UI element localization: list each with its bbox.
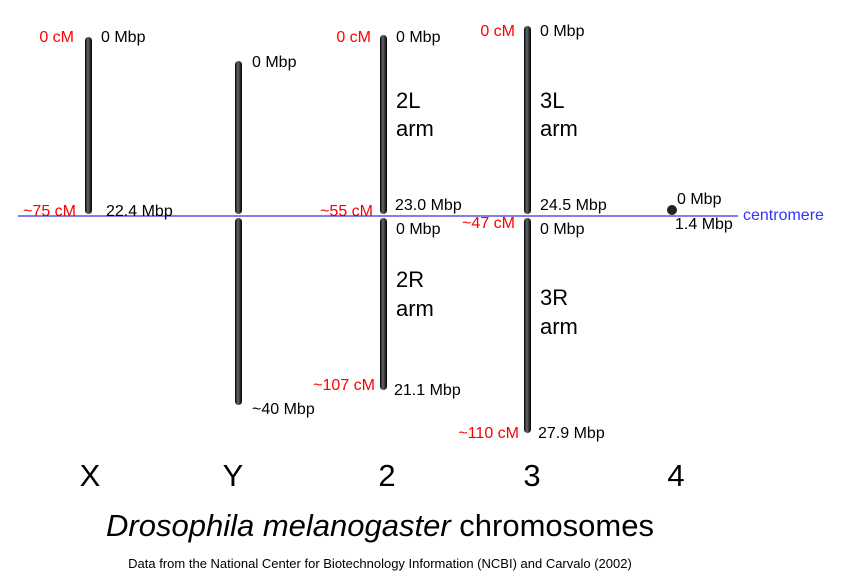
chromosome-name: 3 (523, 458, 540, 493)
arm-label: arm (396, 116, 434, 141)
chromosome-name: 2 (378, 458, 395, 493)
rods (85, 26, 677, 433)
cm-label: ~75 cM (23, 203, 76, 220)
rod-y-upper (235, 61, 242, 214)
cm-label: ~55 cM (320, 203, 373, 220)
centromere-label: centromere (743, 207, 824, 224)
chromosome-name: 4 (667, 458, 684, 493)
mbp-label: 23.0 Mbp (395, 197, 462, 214)
arm-label: 2L (396, 88, 420, 113)
rod-3r (524, 218, 531, 433)
title: Drosophila melanogaster chromosomes (106, 508, 654, 543)
mbp-label: 0 Mbp (540, 23, 585, 40)
cm-label: 0 cM (39, 29, 74, 46)
rod-2r (380, 218, 387, 390)
rod-y-lower (235, 218, 242, 405)
arm-label: arm (540, 314, 578, 339)
mbp-label: 0 Mbp (677, 191, 722, 208)
arm-label: 3L (540, 88, 564, 113)
mbp-label: 0 Mbp (396, 29, 441, 46)
cm-label: ~107 cM (313, 377, 375, 394)
arm-label: arm (396, 296, 434, 321)
cm-label: 0 cM (480, 23, 515, 40)
chromosome-name: Y (223, 458, 244, 493)
mbp-label: 24.5 Mbp (540, 197, 607, 214)
mbp-label: 21.1 Mbp (394, 382, 461, 399)
chromosome-name: X (80, 458, 101, 493)
rod-4 (667, 205, 677, 215)
mbp-label: 1.4 Mbp (675, 216, 733, 233)
footnote: Data from the National Center for Biotec… (128, 556, 632, 571)
rod-3l (524, 26, 531, 214)
mbp-label: 22.4 Mbp (106, 203, 173, 220)
mbp-label: 0 Mbp (252, 54, 297, 71)
rod-2l (380, 35, 387, 214)
cm-label: ~47 cM (462, 215, 515, 232)
mbp-label: 27.9 Mbp (538, 425, 605, 442)
mbp-label: 0 Mbp (396, 221, 441, 238)
arm-label: 2R (396, 267, 424, 292)
rod-x (85, 37, 92, 214)
arm-label: 3R (540, 285, 568, 310)
arm-label: arm (540, 116, 578, 141)
cm-label: 0 cM (336, 29, 371, 46)
title-species: Drosophila melanogaster (106, 508, 452, 543)
mbp-label: 0 Mbp (101, 29, 146, 46)
title-rest: chromosomes (459, 508, 654, 543)
cm-label: ~110 cM (458, 425, 519, 442)
mbp-label: 0 Mbp (540, 221, 585, 238)
mbp-label: ~40 Mbp (252, 401, 315, 418)
